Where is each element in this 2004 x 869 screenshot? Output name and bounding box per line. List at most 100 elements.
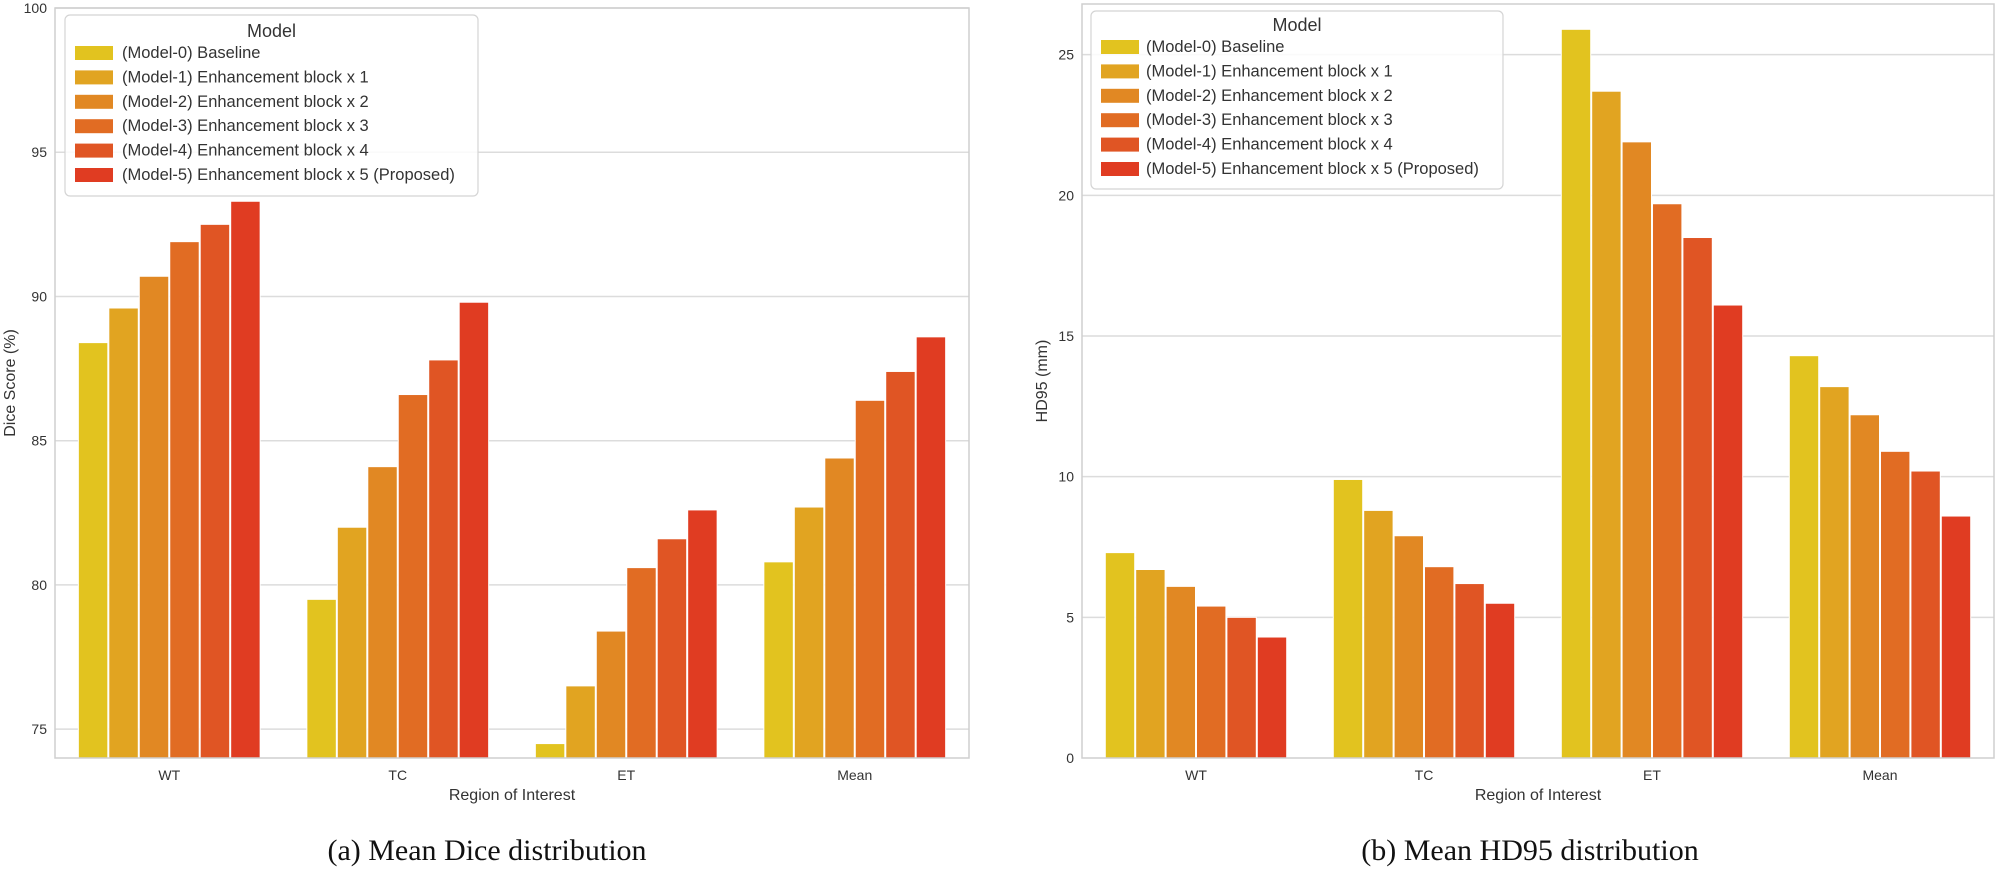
x-tick-label: TC — [1415, 767, 1434, 783]
bar — [1484, 602, 1516, 759]
bar — [397, 394, 429, 759]
bar — [367, 466, 398, 759]
bar — [199, 223, 231, 759]
bar — [595, 630, 627, 759]
plot-frame — [54, 7, 970, 759]
bar — [1788, 355, 1820, 759]
y-axis-label: Dice Score (%) — [2, 329, 19, 437]
bar — [1849, 414, 1880, 759]
plot-frame — [1081, 3, 1995, 759]
y-axis-label: HD95 (mm) — [1034, 340, 1051, 423]
bar — [458, 301, 490, 759]
legend-swatch — [75, 94, 113, 109]
legend: Model (Model-0) Baseline (Model-1) Enhance… — [1090, 10, 1504, 190]
bar — [1165, 585, 1196, 759]
y-tick-label: 15 — [1058, 328, 1074, 344]
legend-entry: (Model-2) Enhancement block x 2 — [122, 93, 369, 111]
bar — [1393, 535, 1424, 759]
legend-entry: (Model-2) Enhancement block x 2 — [1146, 87, 1393, 105]
bar — [1682, 237, 1713, 759]
bar — [854, 399, 886, 759]
bar — [626, 567, 657, 759]
x-tick-label: TC — [388, 767, 407, 783]
bar — [1560, 28, 1592, 759]
bar — [428, 359, 459, 759]
legend-entry: (Model-5) Enhancement block x 5 (Propose… — [122, 166, 455, 184]
legend-swatch — [75, 119, 113, 134]
y-tick-label: 0 — [1066, 750, 1074, 766]
legend-box — [1090, 10, 1504, 190]
bar — [1196, 605, 1227, 759]
bar — [885, 370, 916, 759]
bar — [1621, 141, 1652, 759]
figure-caption: (a) Mean Dice distribution — [327, 834, 646, 867]
bar — [1363, 509, 1394, 759]
bar — [1880, 450, 1911, 759]
x-tick-label: WT — [1185, 767, 1207, 783]
y-tick-label: 25 — [1058, 47, 1074, 63]
y-tick-label: 20 — [1058, 187, 1074, 203]
bar — [1591, 90, 1622, 759]
bar — [1424, 566, 1455, 759]
x-axis-label: Region of Interest — [1475, 787, 1602, 804]
bar — [108, 307, 139, 759]
x-tick-label: ET — [1643, 767, 1661, 783]
x-axis-label: Region of Interest — [449, 787, 576, 804]
bar — [1819, 386, 1850, 759]
y-tick-label: 75 — [31, 721, 47, 737]
legend-swatch — [1101, 113, 1139, 128]
bar — [1712, 304, 1744, 759]
bar — [1910, 470, 1941, 759]
bar — [1256, 636, 1288, 759]
bar — [915, 336, 947, 759]
legend-swatch — [1101, 137, 1139, 152]
bar — [687, 509, 718, 759]
legend-entry: (Model-1) Enhancement block x 1 — [1146, 62, 1393, 80]
hd95-chart-panel: 0 5 10 15 20 25 WT TC ET Mean Region of Interest HD… — [1034, 3, 1995, 867]
legend-swatch — [75, 46, 113, 60]
legend-swatch — [1101, 88, 1139, 103]
legend-entry: (Model-5) Enhancement block x 5 (Propose… — [1146, 160, 1479, 178]
bar — [1226, 616, 1257, 759]
bar — [824, 457, 855, 759]
legend-swatch — [75, 143, 113, 158]
legend-entry: (Model-4) Enhancement block x 4 — [122, 142, 369, 160]
bar — [1332, 478, 1364, 759]
legend-box — [64, 14, 479, 197]
legend-title: Model — [1272, 15, 1321, 35]
y-tick-label: 85 — [31, 433, 47, 449]
bar — [1652, 203, 1683, 759]
figure-caption: (b) Mean HD95 distribution — [1361, 834, 1698, 867]
legend-entry: (Model-4) Enhancement block x 4 — [1146, 136, 1393, 154]
x-tick-label: ET — [617, 767, 635, 783]
bar — [656, 538, 688, 759]
bar — [169, 241, 200, 759]
legend-swatch — [1101, 162, 1139, 176]
x-tick-label: Mean — [837, 767, 872, 783]
legend-swatch — [75, 70, 113, 85]
bar — [230, 200, 261, 759]
x-tick-label: WT — [158, 767, 180, 783]
legend-entry: (Model-0) Baseline — [122, 44, 260, 62]
y-tick-label: 10 — [1058, 469, 1074, 485]
y-tick-label: 5 — [1066, 609, 1074, 625]
legend: Model (Model-0) Baseline (Model-1) Enhance… — [64, 14, 479, 197]
y-tick-label: 90 — [31, 288, 47, 304]
legend-entry: (Model-1) Enhancement block x 1 — [122, 68, 369, 86]
bar — [306, 598, 337, 759]
legend-swatch — [75, 168, 113, 182]
bar — [565, 685, 596, 759]
dice-chart-panel: 75 80 85 90 95 100 WT TC ET Mean Region of Interes… — [2, 0, 970, 867]
bar — [763, 561, 794, 759]
bar — [1135, 569, 1166, 759]
bar — [534, 743, 566, 759]
legend-title: Model — [247, 21, 296, 41]
y-tick-label: 80 — [31, 577, 47, 593]
legend-swatch — [1101, 40, 1139, 54]
x-tick-label: Mean — [1862, 767, 1897, 783]
bar — [793, 506, 825, 759]
y-tick-label: 95 — [31, 144, 47, 160]
bar — [138, 275, 170, 759]
legend-entry: (Model-3) Enhancement block x 3 — [1146, 111, 1393, 129]
